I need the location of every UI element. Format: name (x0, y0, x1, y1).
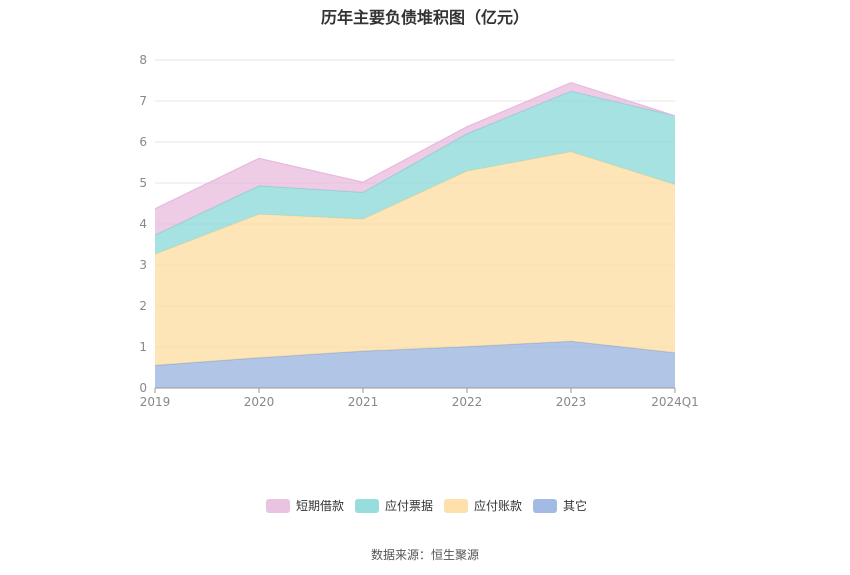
legend-swatch (355, 499, 379, 513)
x-tick-label: 2024Q1 (651, 395, 699, 409)
x-tick-label: 2019 (140, 395, 171, 409)
area-series (154, 81, 676, 388)
area-2 (155, 151, 675, 366)
legend: 短期借款 应付票据 应付账款 其它 (266, 498, 587, 513)
y-tick-label: 0 (139, 381, 147, 395)
legend-item[interactable]: 短期借款 (266, 499, 344, 513)
x-tick-label: 2021 (348, 395, 379, 409)
y-tick-label: 2 (139, 299, 147, 313)
axes: 0 1 2 3 4 5 6 7 8 2019 2020 2021 2022 2023 2024Q1 (139, 53, 698, 409)
area-edge-4 (154, 81, 676, 210)
y-tick-label: 7 (139, 94, 147, 108)
legend-item[interactable]: 应付票据 (355, 498, 433, 513)
y-tick-label: 3 (139, 258, 147, 272)
legend-label: 短期借款 (296, 499, 344, 513)
x-tick-label: 2020 (244, 395, 275, 409)
y-tick-label: 1 (139, 340, 147, 354)
chart-title: 历年主要负债堆积图（亿元） (320, 8, 529, 27)
legend-swatch (533, 499, 557, 513)
legend-swatch (444, 499, 468, 513)
legend-label: 其它 (563, 498, 587, 513)
legend-label: 应付账款 (474, 498, 522, 513)
legend-label: 应付票据 (385, 498, 433, 513)
legend-swatch (266, 499, 290, 513)
y-tick-label: 8 (139, 53, 147, 67)
area-1 (155, 341, 675, 388)
y-tick-label: 5 (139, 176, 147, 190)
legend-item[interactable]: 应付账款 (444, 498, 522, 513)
legend-item[interactable]: 其它 (533, 498, 587, 513)
area-4 (155, 82, 675, 236)
area-edge-3 (154, 90, 676, 236)
x-tick-label: 2023 (556, 395, 587, 409)
y-tick-label: 4 (139, 217, 147, 231)
x-tick-label: 2022 (452, 395, 483, 409)
area-3 (155, 91, 675, 255)
y-tick-label: 6 (139, 135, 147, 149)
data-source-note: 数据来源：恒生聚源 (370, 548, 479, 562)
